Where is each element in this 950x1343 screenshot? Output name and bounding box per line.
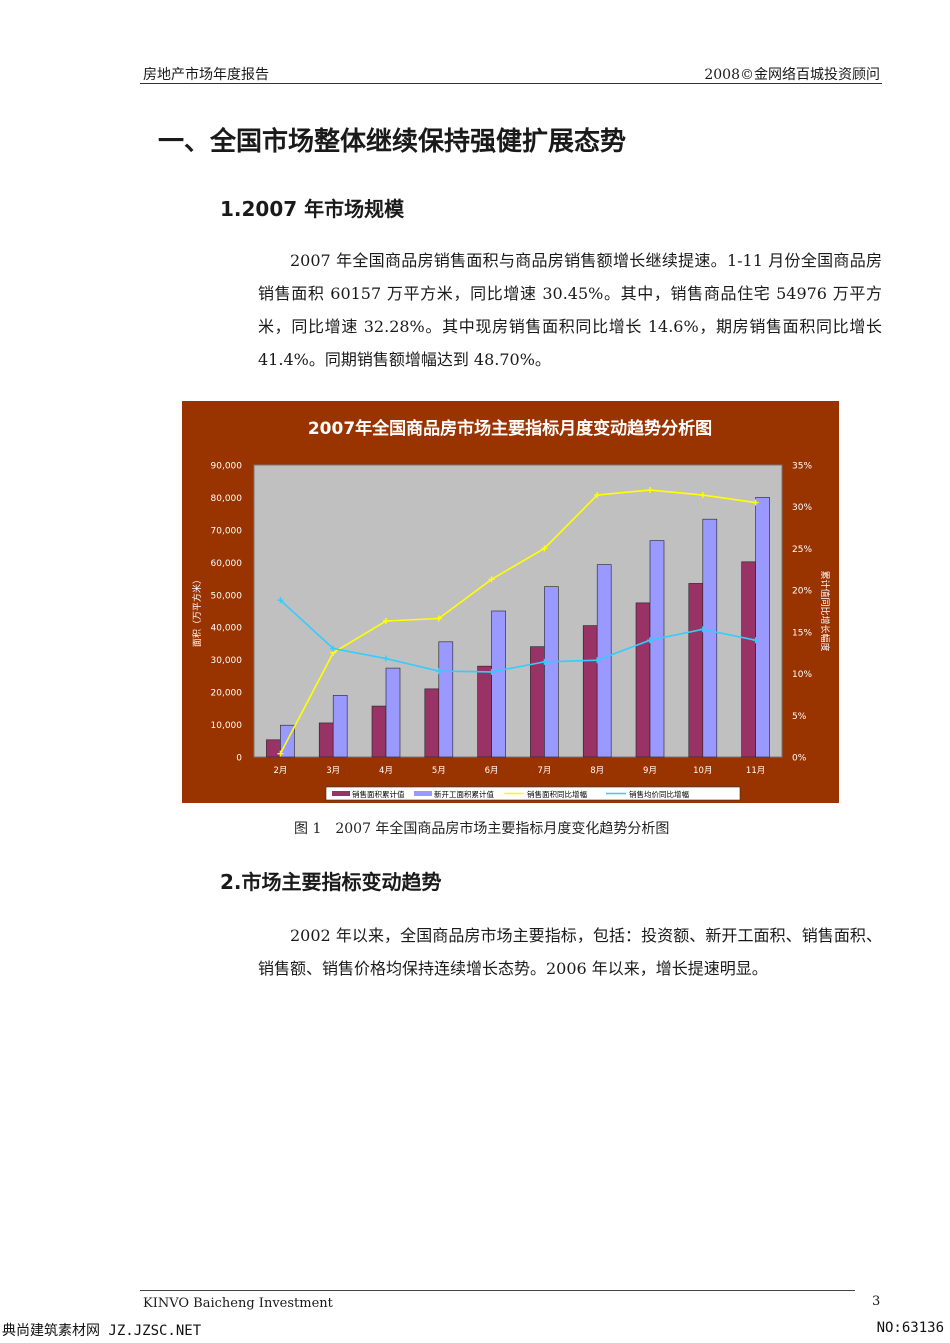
y-tick-label: 0 — [236, 754, 242, 764]
bar-new-start — [702, 518, 718, 758]
y2-tick-label: 25% — [792, 545, 812, 555]
x-tick-label: 9月 — [643, 766, 657, 776]
point-price-growth — [699, 626, 706, 633]
bar-new-start — [332, 695, 348, 758]
point-area-growth — [277, 750, 284, 757]
legend-sales-area: 销售面积累计值 — [352, 789, 405, 799]
line-price-growth — [279, 599, 756, 673]
bar-sales-area — [477, 665, 492, 758]
bar-sales-area — [424, 688, 440, 758]
point-price-growth — [383, 655, 389, 662]
bar-new-start — [755, 497, 770, 758]
footer-rule — [140, 1290, 855, 1291]
subsection-title-2: 2.市场主要指标变动趋势 — [220, 870, 442, 894]
legend-new-start: 新开工面积累计值 — [434, 789, 494, 799]
chart-title: 2007年全国商品房市场主要指标月度变动趋势分析图 — [308, 418, 712, 439]
point-area-growth — [383, 618, 389, 625]
legend-swatch-new-start — [414, 791, 432, 796]
legend-price-growth: 销售均价同比增幅 — [629, 789, 689, 799]
x-tick-label: 7月 — [537, 766, 551, 776]
y-tick-label: 10,000 — [211, 721, 243, 731]
bar-new-start — [649, 540, 665, 758]
point-area-growth — [488, 576, 495, 583]
y2-tick-label: 20% — [792, 587, 812, 597]
x-tick-label: 8月 — [590, 766, 604, 776]
legend-swatch-sales-area — [332, 791, 350, 796]
point-area-growth — [647, 487, 653, 494]
paragraph-market-scale: 2007 年全国商品房销售面积与商品房销售额增长继续提速。1-11 月份全国商品… — [258, 251, 882, 369]
y-tick-label: 30,000 — [211, 656, 243, 666]
bar-new-start — [385, 667, 401, 758]
y-tick-label: 20,000 — [211, 689, 243, 699]
x-tick-label: 3月 — [326, 766, 340, 776]
point-price-growth — [330, 645, 337, 652]
bar-sales-area — [582, 625, 598, 758]
point-area-growth — [699, 492, 706, 499]
subsection-title-1: 1.2007 年市场规模 — [220, 197, 405, 221]
x-tick-label: 4月 — [379, 766, 393, 776]
legend-area-growth: 销售面积同比增幅 — [527, 789, 587, 799]
x-tick-label: 6月 — [485, 766, 499, 776]
bar-new-start — [491, 610, 506, 758]
bar-sales-area — [741, 561, 756, 758]
x-tick-label: 5月 — [432, 766, 446, 776]
point-area-growth — [541, 545, 548, 552]
header-rule — [140, 83, 882, 84]
point-area-growth — [435, 615, 442, 622]
y-tick-label: 80,000 — [211, 494, 243, 504]
point-area-growth — [752, 499, 759, 506]
y2-tick-label: 10% — [792, 670, 812, 680]
point-price-growth — [752, 637, 759, 644]
point-price-growth — [541, 658, 548, 665]
y2-tick-label: 30% — [792, 503, 812, 513]
bar-sales-area — [371, 705, 387, 758]
y2-tick-label: 5% — [792, 712, 807, 722]
y2-tick-label: 0% — [792, 754, 807, 764]
y-tick-label: 90,000 — [211, 462, 243, 472]
point-price-growth — [647, 637, 653, 644]
chart-legend: 销售面积累计值 新开工面积累计值 销售面积同比增幅 销售均价同比增幅 — [325, 786, 741, 801]
watermark-site: 典尚建筑素材网 JZ.JZSC.NET — [2, 1323, 202, 1339]
figure-caption: 图 1 2007 年全国商品房市场主要指标月度变化趋势分析图 — [294, 821, 670, 837]
y-tick-label: 60,000 — [211, 559, 243, 569]
point-price-growth — [594, 657, 601, 664]
bar-sales-area — [635, 602, 651, 758]
y-tick-label: 50,000 — [211, 591, 243, 601]
y-tick-label: 40,000 — [211, 624, 243, 634]
y-tick-label: 70,000 — [211, 526, 243, 536]
header-report-title: 房地产市场年度报告 — [143, 67, 269, 83]
point-area-growth — [594, 492, 601, 499]
bar-sales-area — [688, 583, 704, 758]
trend-chart-svg: 2007年全国商品房市场主要指标月度变动趋势分析图 0 10,000 20,000 3… — [182, 401, 839, 803]
y2-tick-label: 15% — [792, 628, 812, 638]
legend-box — [325, 786, 741, 801]
paragraph-indicators: 2002 年以来，全国商品房市场主要指标，包括：投资额、新开工面积、销售面积、销… — [258, 926, 882, 978]
watermark-number: NO:63136 — [876, 1320, 944, 1336]
x-tick-label: 11月 — [746, 766, 765, 776]
bar-sales-area — [318, 722, 334, 758]
footer-company: KINVO Baicheng Investment — [143, 1296, 333, 1311]
bar-new-start — [438, 641, 454, 758]
bar-sales-area — [266, 739, 281, 758]
point-price-growth — [277, 597, 284, 604]
point-price-growth — [488, 668, 495, 675]
y-axis-label: 面积（万平方米） — [191, 575, 203, 647]
line-area-growth — [279, 489, 756, 755]
x-tick-label: 2月 — [273, 766, 287, 776]
section-title: 一、全国市场整体继续保持强健扩展态势 — [158, 127, 627, 157]
y2-axis-label: 累计值同比增长幅度 — [819, 570, 831, 651]
x-tick-label: 10月 — [693, 766, 712, 776]
y2-tick-label: 35% — [792, 462, 812, 472]
header-publisher: 2008©金网络百城投资顾问 — [704, 67, 880, 83]
trend-chart: 2007年全国商品房市场主要指标月度变动趋势分析图 0 10,000 20,000 3… — [182, 401, 839, 803]
page-number: 3 — [872, 1294, 881, 1309]
point-price-growth — [435, 668, 442, 675]
bar-new-start — [544, 586, 559, 758]
